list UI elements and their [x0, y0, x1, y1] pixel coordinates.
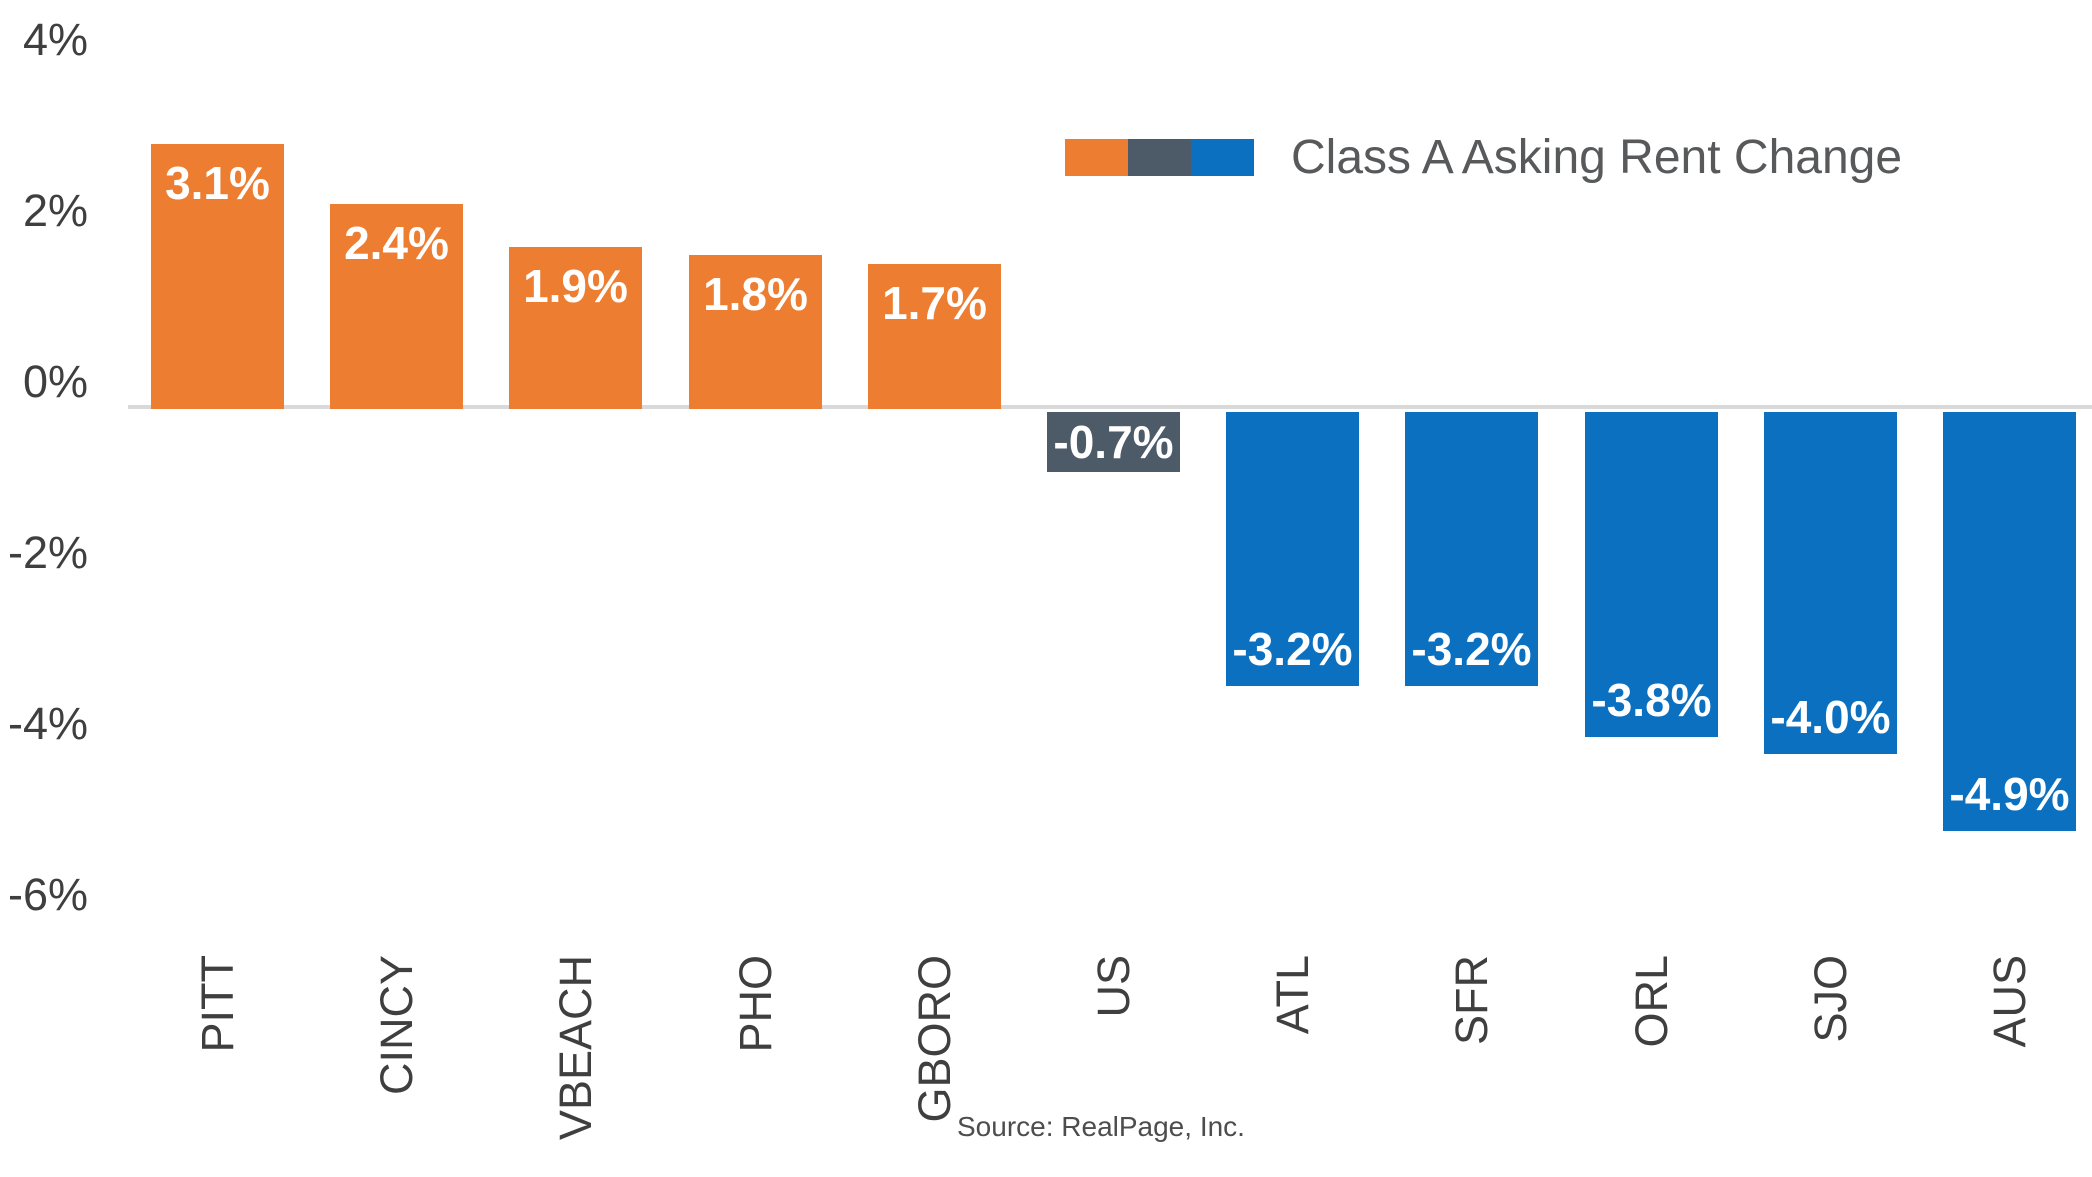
bar-value-label-pitt: 3.1%: [165, 157, 270, 209]
bar-value-label-pho: 1.8%: [703, 268, 808, 320]
bar-value-label-atl: -3.2%: [1232, 623, 1353, 675]
bar-value-label-us: -0.7%: [1053, 416, 1174, 468]
x-tick-label-cincy: CINCY: [370, 955, 422, 1096]
bar-pho: 1.8%: [689, 255, 822, 409]
bar-gboro: 1.7%: [868, 264, 1001, 409]
bar-value-label-orl: -3.8%: [1591, 674, 1712, 726]
y-tick-label: 4%: [22, 14, 88, 65]
legend-swatch-us: [1128, 139, 1191, 176]
legend-swatch-negative: [1191, 139, 1254, 176]
bar-value-label-cincy: 2.4%: [344, 217, 449, 269]
x-tick-label-vbeach: VBEACH: [549, 955, 601, 1141]
bar-sjo: -4.0%: [1764, 412, 1897, 754]
y-tick-label: -4%: [7, 698, 88, 749]
x-tick-label-sjo: SJO: [1804, 955, 1856, 1043]
x-tick-label-atl: ATL: [1266, 955, 1318, 1035]
zero-axis-line: [128, 405, 2092, 409]
legend-swatch-positive: [1065, 139, 1128, 176]
bar-aus: -4.9%: [1943, 412, 2076, 831]
bar-us: -0.7%: [1047, 412, 1180, 472]
bar-value-label-gboro: 1.7%: [882, 277, 987, 329]
bar-cincy: 2.4%: [330, 204, 463, 409]
x-tick-label-sfr: SFR: [1445, 955, 1497, 1045]
y-tick-label: 0%: [22, 356, 88, 407]
x-tick-label-pitt: PITT: [191, 955, 243, 1053]
legend: Class A Asking Rent Change: [1065, 131, 1903, 184]
legend-label: Class A Asking Rent Change: [1291, 131, 1903, 184]
y-tick-label: -2%: [7, 527, 88, 578]
bar-vbeach: 1.9%: [509, 247, 642, 409]
x-tick-label-gboro: GBORO: [908, 955, 960, 1123]
bar-value-label-vbeach: 1.9%: [523, 260, 628, 312]
bar-value-label-sfr: -3.2%: [1411, 623, 1532, 675]
x-tick-label-aus: AUS: [1983, 955, 2035, 1048]
bar-value-label-aus: -4.9%: [1949, 768, 2070, 820]
bar-orl: -3.8%: [1585, 412, 1718, 737]
bar-pitt: 3.1%: [151, 144, 284, 409]
y-tick-label: -6%: [7, 869, 88, 920]
y-tick-label: 2%: [22, 185, 88, 236]
x-tick-label-us: US: [1087, 955, 1139, 1018]
source-note: Source: RealPage, Inc.: [957, 1111, 1245, 1142]
bar-sfr: -3.2%: [1405, 412, 1538, 686]
x-tick-label-orl: ORL: [1625, 955, 1677, 1048]
bar-value-label-sjo: -4.0%: [1770, 691, 1891, 743]
x-tick-label-pho: PHO: [729, 955, 781, 1053]
bar-atl: -3.2%: [1226, 412, 1359, 686]
